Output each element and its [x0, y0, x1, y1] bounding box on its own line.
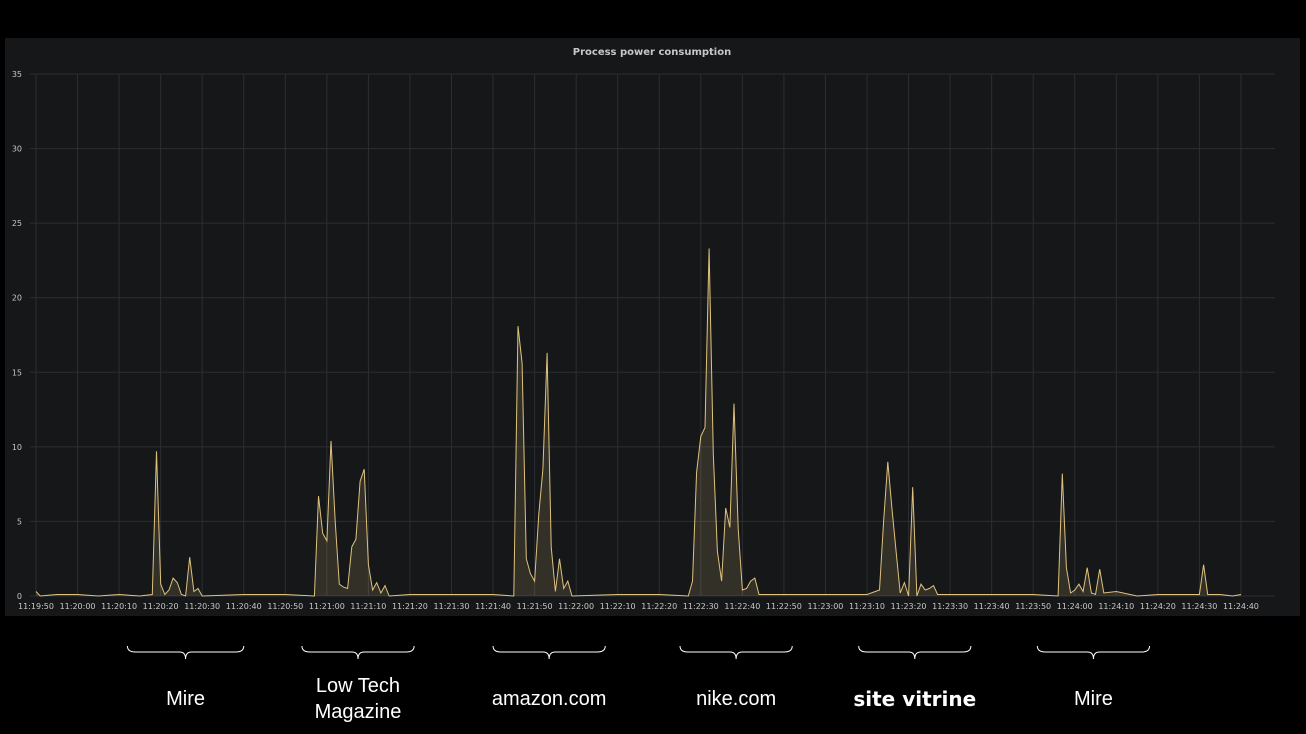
annotation-brace — [126, 645, 245, 660]
y-axis-ticks: 0 5 10 15 20 25 30 35 — [12, 70, 22, 601]
x-tick-label: 11:23:50 — [1015, 602, 1051, 611]
annotation-label: Low Tech Magazine — [314, 675, 402, 723]
x-tick-label: 11:22:00 — [558, 602, 594, 611]
chart-grid — [30, 73, 1275, 597]
x-tick-label: 11:22:40 — [724, 602, 760, 611]
x-tick-label: 11:21:20 — [392, 602, 428, 611]
annotation-label: nike.com — [696, 688, 777, 710]
x-tick-label: 11:22:20 — [641, 602, 677, 611]
x-tick-label: 11:20:00 — [60, 602, 96, 611]
x-tick-label: 11:22:10 — [600, 602, 636, 611]
x-tick-label: 11:21:30 — [434, 602, 470, 611]
annotation-brace — [679, 645, 793, 660]
annotation-label: Mire — [166, 688, 206, 710]
y-tick-label: 0 — [17, 592, 22, 601]
x-tick-label: 11:24:00 — [1057, 602, 1093, 611]
x-tick-label: 11:21:50 — [517, 602, 553, 611]
y-tick-label: 10 — [12, 443, 22, 452]
x-tick-label: 11:20:10 — [101, 602, 137, 611]
x-tick-label: 11:20:50 — [267, 602, 303, 611]
chart-panel: Process power consumption 0 5 10 15 20 25 30 35… — [5, 38, 1300, 616]
x-tick-label: 11:24:10 — [1098, 602, 1134, 611]
series-line — [35, 248, 1242, 597]
x-tick-label: 11:24:40 — [1223, 602, 1259, 611]
y-tick-label: 15 — [12, 368, 22, 377]
y-tick-label: 20 — [12, 294, 22, 303]
y-tick-label: 25 — [12, 219, 22, 228]
chart-title: Process power consumption — [573, 47, 731, 58]
x-tick-label: 11:23:20 — [891, 602, 927, 611]
annotation-brace — [1036, 645, 1151, 660]
annotation-label: Mire — [1073, 688, 1113, 710]
x-tick-label: 11:24:30 — [1181, 602, 1217, 611]
x-tick-label: 11:21:10 — [350, 602, 386, 611]
x-tick-label: 11:23:30 — [932, 602, 968, 611]
x-tick-label: 11:22:50 — [766, 602, 802, 611]
y-tick-label: 5 — [17, 517, 22, 526]
x-tick-label: 11:21:40 — [475, 602, 511, 611]
power-chart: Process power consumption 0 5 10 15 20 25 30 35… — [12, 47, 1275, 611]
series-layer — [35, 248, 1242, 597]
annotation-brace — [858, 645, 972, 660]
x-tick-label: 11:19:50 — [18, 602, 54, 611]
x-tick-label: 11:21:00 — [309, 602, 345, 611]
y-tick-label: 35 — [12, 70, 22, 79]
x-tick-label: 11:20:40 — [226, 602, 262, 611]
annotation-brace — [301, 645, 415, 660]
annotation-brace — [492, 645, 606, 660]
x-tick-label: 11:20:30 — [184, 602, 220, 611]
x-tick-label: 11:23:40 — [974, 602, 1010, 611]
x-tick-label: 11:22:30 — [683, 602, 719, 611]
x-axis-ticks: 11:19:50 11:20:00 11:20:10 11:20:20 11:20:30… — [18, 602, 1259, 611]
y-tick-label: 30 — [12, 145, 22, 154]
annotation-label: amazon.com — [491, 688, 607, 710]
x-tick-label: 11:23:10 — [849, 602, 885, 611]
x-tick-label: 11:20:20 — [143, 602, 179, 611]
x-tick-label: 11:23:00 — [807, 602, 843, 611]
series-area — [36, 248, 1241, 596]
x-tick-label: 11:24:20 — [1140, 602, 1176, 611]
annotation-label: site vitrine — [853, 687, 977, 711]
